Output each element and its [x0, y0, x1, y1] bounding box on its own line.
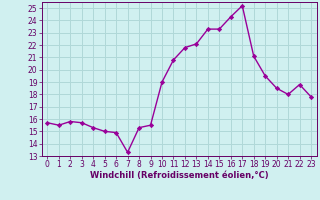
- X-axis label: Windchill (Refroidissement éolien,°C): Windchill (Refroidissement éolien,°C): [90, 171, 268, 180]
